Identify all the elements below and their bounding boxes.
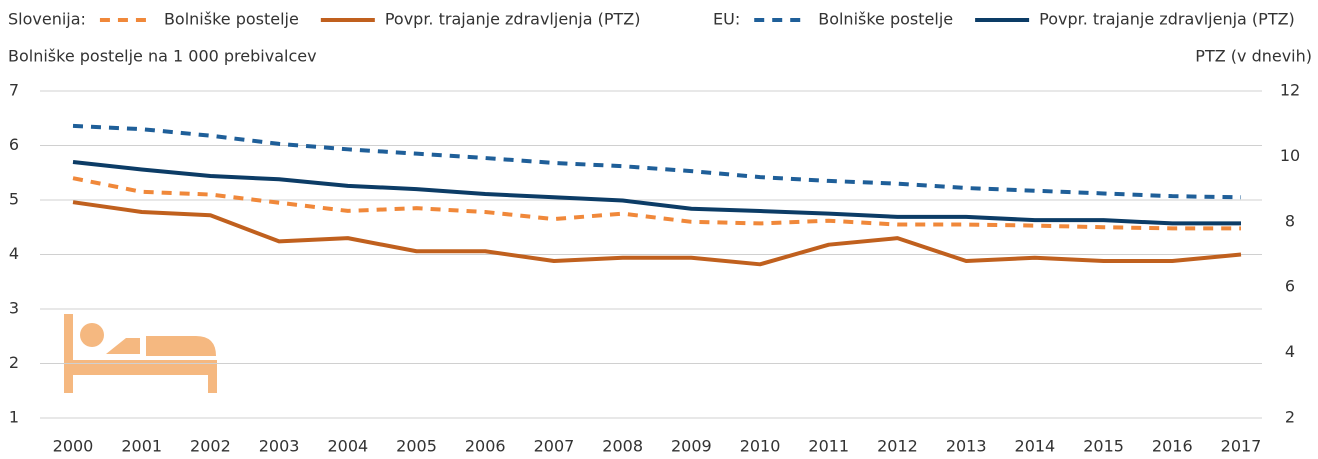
x-tick-label: 2017 (1221, 437, 1262, 456)
y-tick-label: 1 (9, 408, 19, 427)
y2-tick-label: 10 (1280, 146, 1300, 165)
x-tick-label: 2009 (671, 437, 712, 456)
legend-label: Bolniške postelje (818, 10, 953, 29)
series-line (72, 176, 1241, 231)
series-line (72, 200, 1242, 267)
x-tick-label: 2010 (740, 437, 781, 456)
legend-label: Povpr. trajanje zdravljenja (PTZ) (385, 10, 641, 29)
y-tick-label: 7 (9, 81, 19, 100)
y-tick-label: 2 (9, 353, 19, 372)
series-line (72, 123, 1242, 200)
y2-axis-label: PTZ (v dnevih) (1195, 47, 1312, 66)
y-tick-label: 3 (9, 299, 19, 318)
x-tick-label: 2005 (396, 437, 437, 456)
legend-group-label: EU: (713, 10, 740, 29)
x-tick-label: 2001 (121, 437, 162, 456)
x-tick-label: 2007 (534, 437, 575, 456)
y-axis-label: Bolniške postelje na 1 000 prebivalcev (8, 47, 317, 66)
x-tick-label: 2004 (327, 437, 368, 456)
x-tick-label: 2014 (1015, 437, 1056, 456)
y-tick-label: 6 (9, 135, 19, 154)
y2-tick-label: 4 (1285, 342, 1295, 361)
bed-icon (64, 314, 217, 393)
legend-group-label: Slovenija: (8, 10, 86, 29)
y2-tick-label: 2 (1285, 408, 1295, 427)
x-tick-label: 2003 (259, 437, 300, 456)
series-line (72, 159, 1241, 226)
x-tick-label: 2016 (1152, 437, 1193, 456)
y-tick-label: 4 (9, 244, 19, 263)
legend-label: Bolniške postelje (164, 10, 299, 29)
x-tick-label: 2000 (53, 437, 94, 456)
x-tick-label: 2008 (602, 437, 643, 456)
legend-label: Povpr. trajanje zdravljenja (PTZ) (1039, 10, 1295, 29)
y-tick-label: 5 (9, 190, 19, 209)
x-tick-label: 2015 (1083, 437, 1124, 456)
x-tick-label: 2002 (190, 437, 231, 456)
x-tick-label: 2013 (946, 437, 987, 456)
y2-tick-label: 8 (1285, 211, 1295, 230)
y2-tick-label: 12 (1280, 81, 1300, 100)
x-tick-label: 2011 (808, 437, 849, 456)
x-tick-label: 2012 (877, 437, 918, 456)
y2-tick-label: 6 (1285, 277, 1295, 296)
x-tick-label: 2006 (465, 437, 506, 456)
